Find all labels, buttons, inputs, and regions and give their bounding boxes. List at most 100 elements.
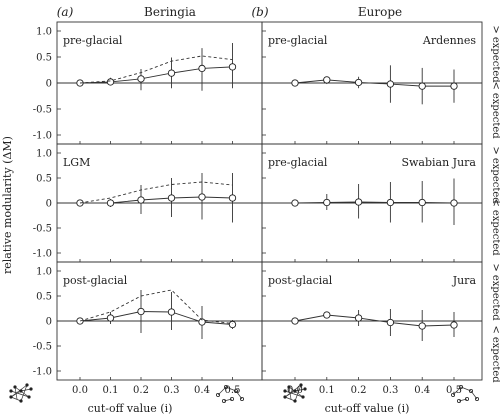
y-tick-label: 0.5: [36, 292, 52, 303]
data-point: [323, 198, 331, 207]
x-tick-label: 0.4: [414, 385, 430, 396]
data-point: [354, 314, 363, 322]
y-axis-label: relative modularity (ΔM): [1, 136, 14, 274]
data-point: [167, 308, 176, 316]
data-point: [291, 317, 299, 325]
data-point: [386, 80, 395, 88]
data-point: [450, 321, 458, 329]
panel-label: pre-glacial: [268, 34, 328, 47]
data-point: [228, 320, 237, 329]
data-point: [137, 75, 145, 83]
data-point: [386, 318, 395, 327]
data-point: [418, 82, 426, 90]
x-tick-label: 0.1: [103, 385, 119, 396]
chart-panels: 1.0 0.5 0 -0.5 -1.0 pre-glacial pre-glacial Ard…: [33, 21, 483, 396]
column-a-tag: (a): [57, 5, 74, 19]
data-point: [418, 198, 426, 207]
panel-2: pre-glacial Ardennes: [261, 21, 483, 145]
x-tick-label: 0.0: [72, 385, 88, 396]
y-tick-label: 0.5: [36, 174, 52, 185]
site-label: Swabian Jura: [401, 156, 476, 169]
data-point: [323, 76, 331, 84]
data-point: [198, 64, 206, 73]
series-dashed-line: [79, 55, 233, 84]
right-label-1-top: > expected: [490, 25, 500, 83]
column-b-title: Europe: [358, 5, 402, 19]
y-tick-label: -1.0: [33, 131, 52, 142]
y-tick-label: 0: [46, 79, 52, 90]
x-tick-label: 0.3: [382, 385, 398, 396]
x-axis-label-left: cut-off value (i): [88, 402, 173, 415]
data-point: [167, 194, 176, 202]
panel-1: 1.0 0.5 0 -0.5 -1.0 pre-glacial: [33, 21, 263, 145]
x-tick-label: 0.3: [164, 385, 180, 396]
y-tick-label: 0.5: [36, 53, 52, 64]
x-tick-label: 0.0: [287, 385, 303, 396]
data-point: [386, 198, 395, 207]
data-point: [198, 193, 206, 201]
data-point: [354, 198, 363, 206]
panel-5: 1.0 0.5 0 -0.5 -1.0 0.0 0.1 0.2 0.3 0.4 0.5 post-gl…: [33, 261, 263, 396]
panel-6: 0.0 0.1 0.2 0.3 0.4 0.5 post-glacial Jura: [261, 261, 483, 396]
y-tick-label: 1.0: [36, 27, 52, 38]
data-point: [137, 307, 145, 316]
data-point: [106, 199, 115, 207]
y-tick-label: 1.0: [36, 267, 52, 278]
y-tick-label: -1.0: [33, 249, 52, 260]
data-point: [137, 196, 145, 204]
data-point: [167, 69, 176, 77]
panel-label: LGM: [63, 156, 90, 169]
x-tick-label: 0.5: [446, 385, 462, 396]
right-label-1-bottom: < expected: [490, 81, 500, 139]
series-dashed-line: [79, 289, 233, 324]
panel-3: 1.0 0.5 0 -0.5 -1.0 LGM: [33, 143, 263, 263]
column-b-tag: (b): [251, 5, 268, 19]
data-point: [291, 199, 299, 207]
data-point: [354, 78, 363, 87]
right-label-3-top: > expected: [490, 263, 500, 321]
data-point: [106, 314, 115, 322]
panel-label: pre-glacial: [63, 34, 123, 47]
series-solid-line: [80, 196, 233, 204]
y-tick-label: -0.5: [33, 224, 52, 235]
site-label: Ardennes: [422, 34, 476, 47]
series-dashed-line: [79, 181, 233, 204]
x-axis-label-right: cut-off value (i): [325, 402, 410, 415]
series-solid-line: [79, 66, 233, 84]
data-point: [106, 78, 115, 86]
network-sparse-icon-left: [215, 385, 244, 403]
x-tick-label: 0.1: [319, 385, 335, 396]
data-point: [228, 194, 237, 202]
x-tick-label: 0.2: [133, 385, 149, 396]
y-tick-label: -0.5: [33, 105, 52, 116]
data-point: [418, 322, 426, 330]
data-point: [291, 79, 299, 87]
series-solid-line: [294, 79, 454, 87]
series-solid-line: [294, 314, 455, 327]
series-solid-line: [79, 311, 233, 325]
network-dense-icon-left: [9, 383, 33, 403]
x-tick-label: 0.2: [351, 385, 367, 396]
panel-4: pre-glacial Swabian Jura: [261, 143, 483, 263]
series-solid-line: [294, 201, 455, 204]
site-label: Jura: [452, 274, 477, 287]
panel-label: pre-glacial: [268, 156, 328, 169]
network-dense-icon-right: [283, 383, 307, 403]
data-point: [323, 311, 331, 319]
x-tick-label: 0.4: [194, 385, 210, 396]
right-label-3-bottom: < expected: [490, 325, 500, 383]
column-a-title: Beringia: [144, 5, 196, 19]
y-tick-label: -1.0: [33, 367, 52, 378]
y-tick-label: -0.5: [33, 342, 52, 353]
data-point: [228, 63, 237, 71]
x-tick-label: 0.5: [225, 385, 241, 396]
right-label-2-top: > expected: [490, 146, 500, 204]
panel-label: post-glacial: [63, 274, 128, 287]
data-point: [450, 82, 458, 90]
y-tick-label: 1.0: [36, 149, 52, 160]
panel-label: post-glacial: [268, 274, 333, 287]
data-point: [450, 199, 458, 207]
y-tick-label: 0: [46, 317, 52, 328]
data-point: [198, 318, 206, 326]
